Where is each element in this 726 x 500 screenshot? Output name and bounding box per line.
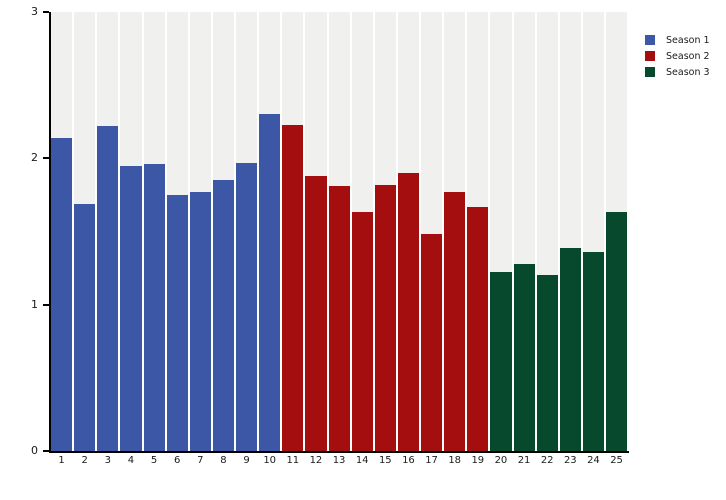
category-slot-17: 17	[421, 12, 443, 466]
bar-episode-4	[120, 165, 142, 451]
x-tick-label-19: 19	[471, 455, 485, 466]
x-tick-label-2: 2	[81, 455, 88, 466]
bar-episode-14	[351, 212, 373, 451]
x-tick-label-16: 16	[402, 455, 415, 466]
category-slot-12: 12	[305, 12, 327, 466]
x-tick-label-13: 13	[332, 455, 346, 466]
y-tick-label-1: 1	[31, 297, 38, 311]
x-tick-label-10: 10	[263, 455, 277, 466]
category-slot-18: 18	[444, 12, 466, 466]
y-tick-label-3: 3	[31, 5, 38, 18]
bar-episode-2	[74, 203, 96, 451]
category-slot-3: 3	[97, 12, 119, 466]
bar-episode-10	[259, 114, 281, 451]
x-tick-label-14: 14	[355, 455, 369, 466]
x-axis-line	[49, 451, 629, 453]
x-tick-label-25: 25	[610, 455, 623, 466]
category-slot-2: 2	[74, 12, 96, 466]
bar-episode-1	[51, 137, 73, 451]
category-slot-16: 16	[397, 12, 419, 466]
x-tick-label-7: 7	[197, 455, 204, 466]
x-tick-label-24: 24	[587, 455, 600, 466]
x-tick-label-21: 21	[517, 455, 531, 466]
bar-episode-18	[444, 192, 466, 451]
legend-swatch-icon	[645, 67, 655, 77]
x-tick-label-23: 23	[563, 455, 577, 466]
category-slot-15: 15	[374, 12, 396, 466]
bar-episode-6	[166, 194, 188, 451]
bar-episode-21	[513, 263, 535, 451]
x-tick-label-4: 4	[127, 455, 135, 466]
bar-episode-7	[189, 192, 211, 451]
x-tick-label-6: 6	[174, 455, 181, 466]
x-tick-label-20: 20	[494, 455, 508, 466]
y-tick-1	[43, 303, 49, 306]
bar-episode-23	[559, 247, 581, 451]
category-slot-4: 4	[120, 12, 142, 466]
category-slot-19: 19	[467, 12, 489, 466]
y-tick-3	[43, 11, 49, 13]
bar-episode-9	[236, 162, 258, 451]
bar-episode-8	[212, 180, 234, 451]
legend: Season 1 Season 2 Season 3	[645, 32, 710, 80]
category-slot-20: 20	[490, 12, 512, 466]
bar-episode-3	[97, 126, 119, 451]
category-slot-13: 13	[328, 12, 350, 466]
category-slot-25: 25	[606, 12, 628, 466]
category-slot-7: 7	[189, 12, 211, 466]
y-tick-label-0: 0	[31, 444, 38, 457]
category-slot-21: 21	[513, 12, 535, 466]
bar-episode-24	[582, 252, 604, 451]
x-tick-label-15: 15	[378, 455, 392, 466]
category-slot-24: 24	[582, 12, 604, 466]
legend-label: Season 2	[666, 50, 710, 62]
x-tick-label-22: 22	[540, 455, 554, 466]
category-slot-8: 8	[212, 12, 234, 466]
legend-item-season-3: Season 3	[645, 64, 710, 80]
bar-episode-13	[328, 186, 350, 451]
x-tick-label-5: 5	[150, 455, 158, 466]
plot-area: 1 2 3 4 5 6 7 8 9 10 11 12 13 14 15 16 17 18 19 20 21 22 23 24 2…	[51, 12, 628, 466]
y-tick-label-2: 2	[31, 151, 38, 165]
category-slot-1: 1	[51, 12, 73, 466]
legend-label: Season 3	[666, 66, 710, 78]
y-tick-0	[43, 450, 49, 452]
bar-episode-17	[421, 234, 443, 451]
bar-episode-5	[143, 164, 165, 451]
bar-episode-16	[397, 172, 419, 451]
category-slot-11: 11	[282, 12, 304, 466]
category-slot-10: 10	[259, 12, 281, 466]
category-slot-6: 6	[166, 12, 188, 466]
category-slot-14: 14	[351, 12, 373, 466]
category-slot-22: 22	[536, 12, 558, 466]
legend-swatch-icon	[645, 35, 655, 45]
x-tick-label-18: 18	[448, 455, 462, 466]
legend-item-season-1: Season 1	[645, 32, 710, 48]
category-slot-5: 5	[143, 12, 165, 466]
bar-episode-15	[374, 184, 396, 451]
bar-episode-20	[490, 272, 512, 451]
x-tick-label-12: 12	[309, 455, 323, 466]
y-axis-line	[49, 12, 51, 453]
bar-episode-12	[305, 175, 327, 451]
bar-episode-22	[536, 275, 558, 451]
x-tick-label-17: 17	[425, 455, 438, 466]
bar-episode-11	[282, 124, 304, 451]
bar-episode-25	[606, 212, 628, 451]
x-tick-label-3: 3	[104, 455, 111, 466]
legend-item-season-2: Season 2	[645, 48, 710, 64]
y-tick-2	[43, 157, 49, 160]
bar-episode-19	[467, 206, 489, 451]
x-tick-label-8: 8	[220, 455, 227, 466]
x-tick-label-11: 11	[286, 455, 300, 466]
x-tick-label-1: 1	[58, 455, 65, 466]
legend-swatch-icon	[645, 51, 655, 61]
category-slot-23: 23	[559, 12, 581, 466]
category-slot-9: 9	[236, 12, 258, 466]
legend-label: Season 1	[666, 34, 710, 46]
x-tick-label-9: 9	[243, 455, 250, 466]
